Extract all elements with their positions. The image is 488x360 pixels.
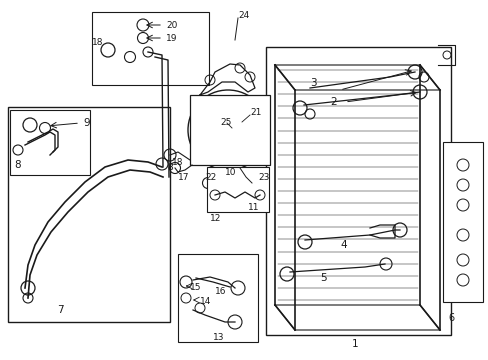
Bar [442, 142, 482, 302]
Bar [265, 47, 450, 335]
Text: 12: 12 [209, 213, 221, 222]
Text: 23: 23 [258, 172, 269, 181]
Text: 6: 6 [447, 313, 453, 323]
Text: 9: 9 [83, 118, 89, 128]
Text: 4: 4 [339, 240, 346, 250]
Text: 21: 21 [249, 108, 261, 117]
Bar [8, 107, 170, 322]
Bar [10, 110, 90, 175]
Text: 16: 16 [215, 288, 226, 297]
Bar [206, 167, 268, 212]
Circle shape [220, 122, 236, 138]
Text: 25: 25 [220, 117, 231, 126]
Text: 3: 3 [309, 78, 316, 88]
Text: 5: 5 [319, 273, 326, 283]
Text: 22: 22 [204, 172, 216, 181]
Text: 1: 1 [351, 339, 358, 349]
Text: 10: 10 [224, 167, 236, 176]
Text: 24: 24 [238, 10, 249, 19]
Text: 8: 8 [167, 162, 172, 171]
Text: 2: 2 [329, 97, 336, 107]
Text: 19: 19 [165, 33, 177, 42]
Text: 18: 18 [172, 158, 183, 166]
Text: 13: 13 [213, 333, 224, 342]
Bar [92, 12, 208, 85]
Text: 20: 20 [165, 21, 177, 30]
Text: 7: 7 [57, 305, 63, 315]
Text: 15: 15 [190, 284, 201, 292]
Text: 17: 17 [178, 172, 189, 181]
Text: 18: 18 [92, 37, 103, 46]
Text: 11: 11 [247, 202, 259, 212]
Bar [178, 254, 258, 342]
Text: 14: 14 [200, 297, 211, 306]
Text: 8: 8 [15, 160, 21, 170]
Bar [190, 95, 269, 165]
